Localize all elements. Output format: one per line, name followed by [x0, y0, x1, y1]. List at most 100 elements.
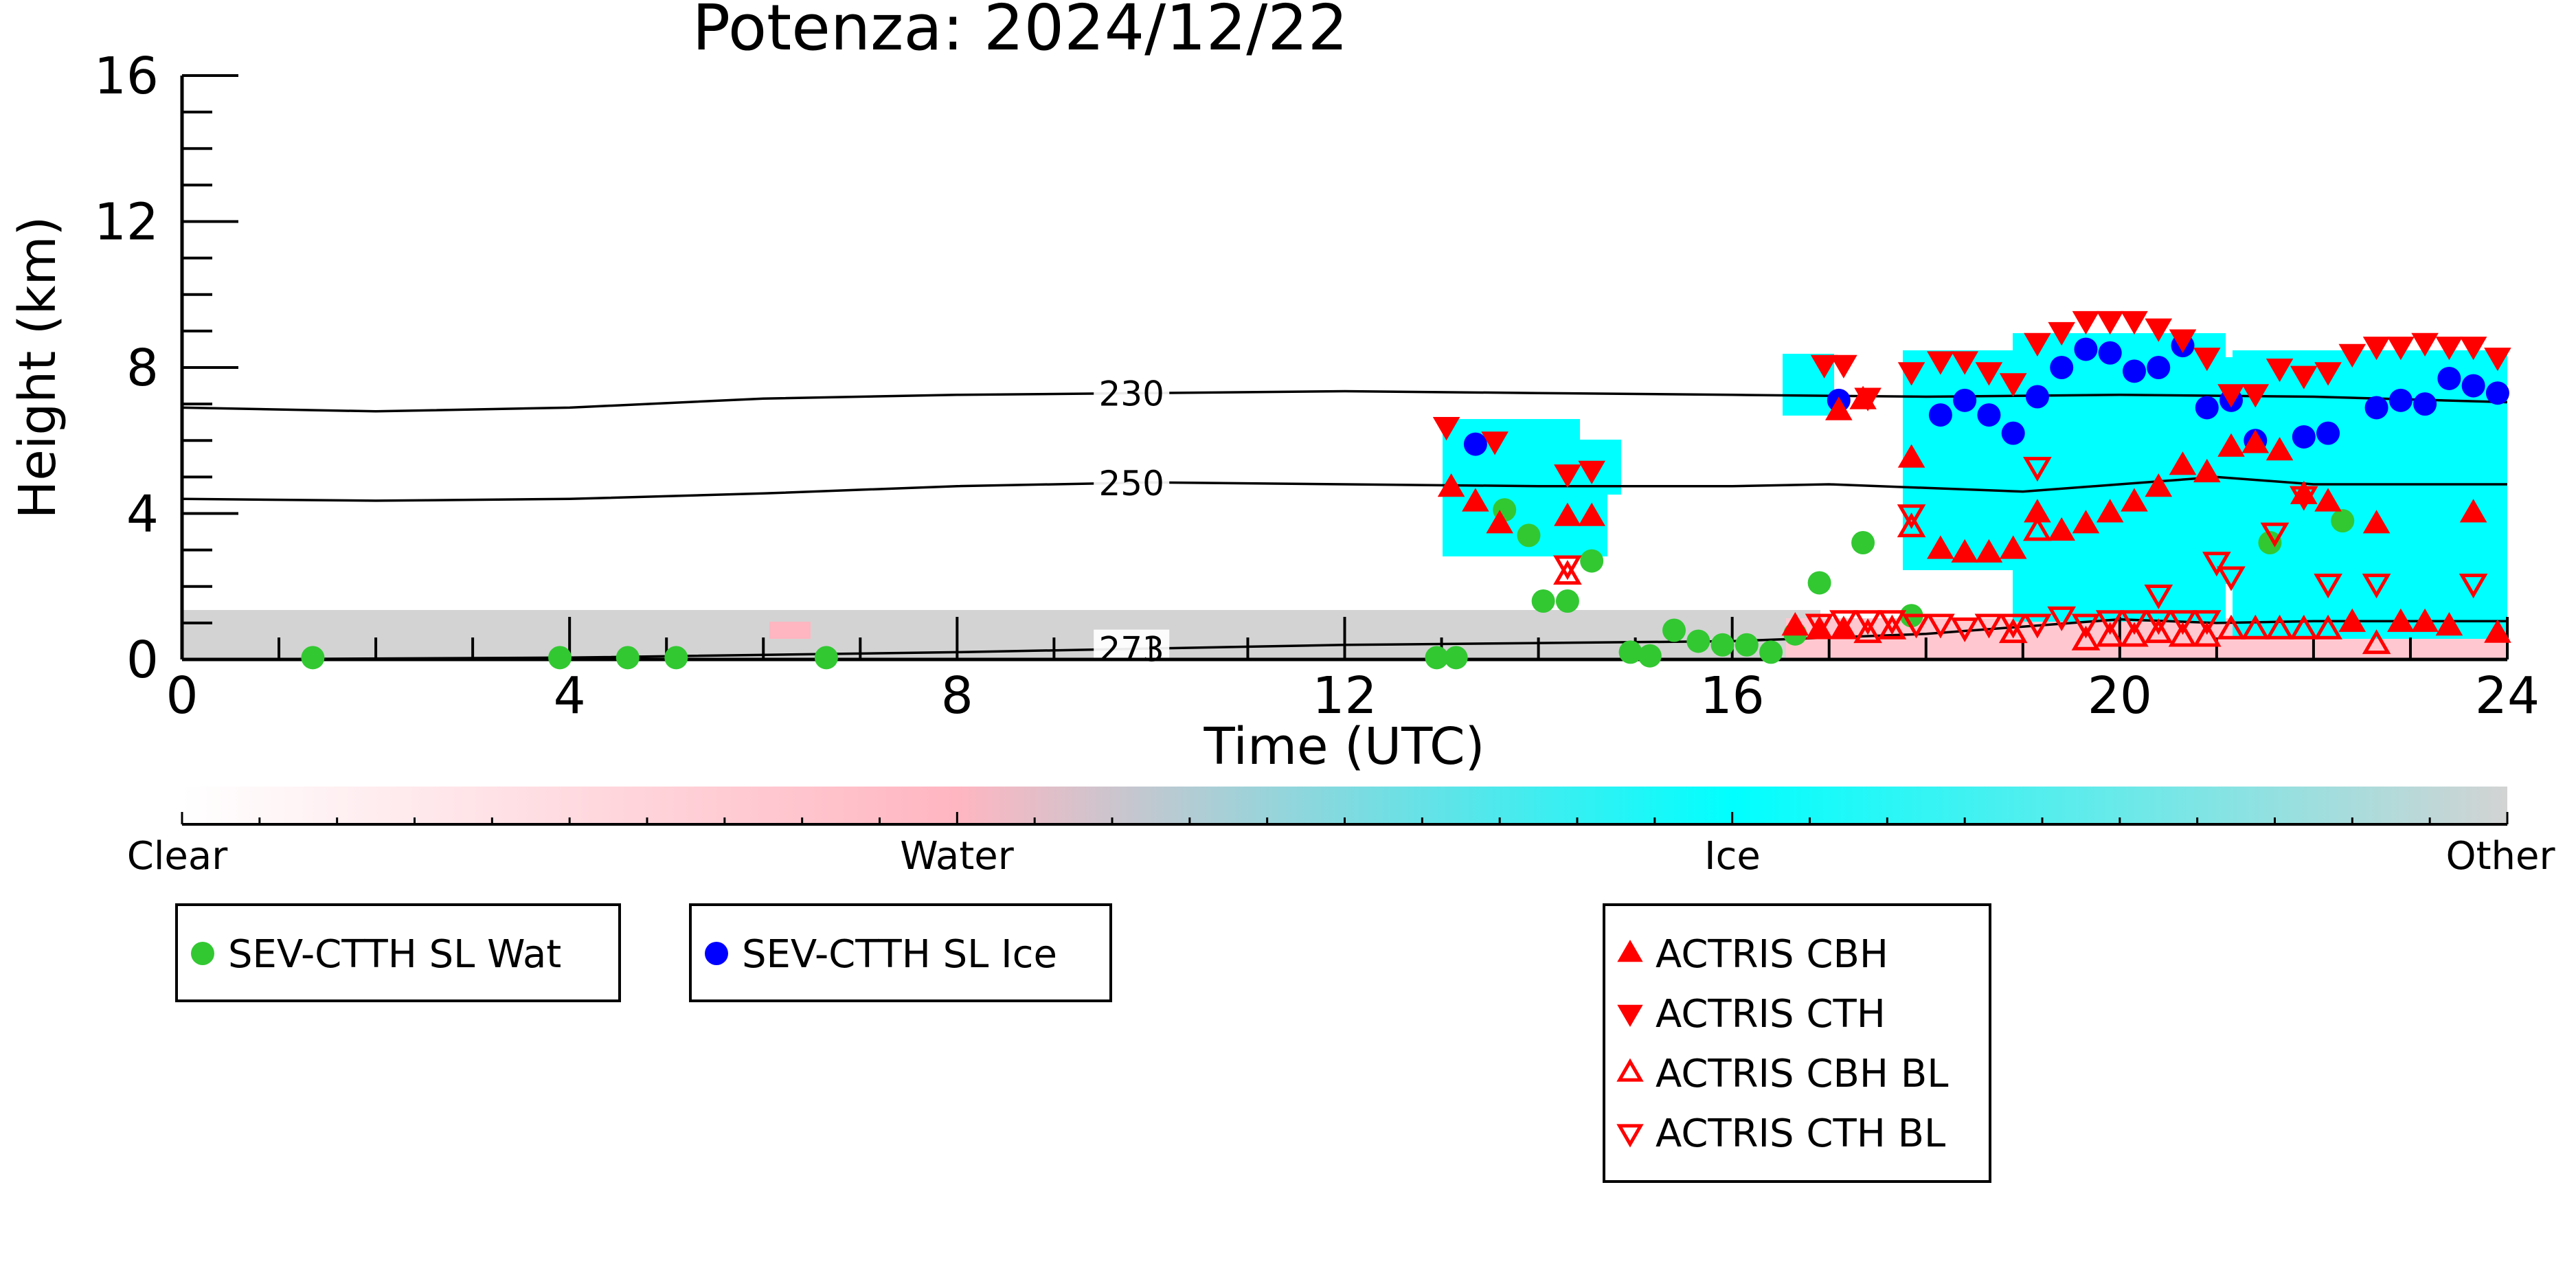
marker-actris-cbh-bl: [2314, 614, 2342, 640]
marker-sev-ctth-sl-wat: [2258, 531, 2282, 554]
marker-actris-cbh: [2024, 499, 2051, 523]
marker-sev-ctth-sl-ice: [2461, 374, 2485, 398]
marker-actris-cth-bl: [1877, 610, 1907, 635]
marker-sev-ctth-sl-wat: [1425, 646, 1449, 670]
marker-sev-ctth-sl-wat: [1759, 640, 1783, 664]
marker-sev-ctth-sl-wat: [1851, 531, 1875, 554]
marker-actris-cth-bl: [2260, 522, 2290, 547]
y-tick-label: 16: [94, 47, 159, 106]
marker-sev-ctth-sl-wat: [301, 646, 325, 670]
marker-sev-ctth-sl-wat: [1710, 633, 1735, 657]
marker-actris-cth: [2121, 310, 2148, 335]
legend-label: SEV-CTTH SL Wat: [228, 932, 561, 977]
legend-box: [1603, 903, 1991, 1183]
marker-actris-cth: [2072, 310, 2100, 335]
legend-marker-actris-cbh-bl: [1616, 1058, 1644, 1082]
legend-label: ACTRIS CBH: [1656, 932, 1888, 977]
marker-sev-ctth-sl-wat: [1618, 640, 1642, 664]
marker-actris-cth-bl: [2362, 574, 2391, 599]
marker-actris-cth: [2459, 337, 2487, 361]
legend-label: ACTRIS CBH BL: [1656, 1052, 1948, 1096]
marker-actris-cth: [2314, 362, 2342, 386]
marker-actris-cth-bl: [1974, 613, 2004, 639]
marker-actris-cth: [2169, 329, 2197, 353]
marker-actris-cth: [2024, 332, 2051, 357]
chart-title: Potenza: 2024/12/22: [692, 0, 1348, 65]
marker-actris-cbh: [2459, 499, 2487, 523]
water-class-patch: [769, 622, 811, 639]
marker-actris-cbh-bl: [2071, 625, 2101, 651]
marker-sev-ctth-sl-ice: [2388, 388, 2413, 412]
contour-label-273: 273: [1098, 630, 1164, 670]
marker-actris-cbh: [1897, 444, 1925, 468]
marker-actris-cbh: [2121, 488, 2148, 512]
marker-actris-cth-bl: [2144, 610, 2173, 635]
legend-marker-sev-ice: [705, 942, 728, 965]
marker-actris-cth-bl: [1897, 504, 1926, 530]
marker-actris-cth-bl: [2071, 613, 2101, 639]
marker-actris-cth: [1432, 417, 1460, 441]
marker-sev-ctth-sl-ice: [2001, 421, 2025, 445]
marker-sev-ctth-sl-ice: [1977, 403, 2001, 427]
marker-actris-cbh: [1927, 535, 1954, 559]
marker-actris-cbh-bl: [1877, 614, 1907, 640]
temperature-contour-labels: 230 250 273: [1094, 374, 1170, 670]
marker-actris-cbh-bl: [2095, 622, 2125, 647]
marker-actris-cbh: [1486, 510, 1513, 534]
x-tick-label: 0: [166, 666, 198, 725]
marker-actris-cth: [2266, 359, 2294, 383]
marker-actris-cth: [1481, 431, 1509, 455]
marker-actris-cth: [1554, 464, 1581, 488]
marker-actris-cbh-bl: [2168, 622, 2197, 647]
legend-actris-markers: [1616, 940, 1644, 1148]
marker-sev-ctth-sl-ice: [2098, 341, 2122, 365]
marker-actris-cth-bl: [1805, 613, 1834, 639]
marker-actris-cth-bl: [2202, 552, 2231, 577]
marker-sev-ctth-sl-ice: [2122, 359, 2146, 383]
legend-sev-water: SEV-CTTH SL Wat: [175, 903, 621, 1002]
marker-actris-cbh: [2048, 517, 2075, 541]
x-tick-label: 8: [941, 666, 973, 725]
marker-actris-cbh-bl: [2120, 622, 2149, 647]
axes: 0 4 8 12 16 0 4 8 12 16 20 24: [94, 47, 2540, 725]
marker-actris-cth-bl: [1926, 613, 1955, 639]
marker-actris-cbh: [2411, 608, 2439, 632]
marker-actris-cth-bl: [2314, 574, 2342, 599]
legend-marker-actris-cth-bl: [1616, 1124, 1644, 1148]
legend-label: ACTRIS CTH: [1656, 992, 1886, 1037]
marker-sev-ctth-sl-wat: [1444, 646, 1468, 670]
classification-colorbar: Clear Water Ice Other: [127, 787, 2555, 879]
marker-actris-cbh: [2338, 608, 2366, 632]
marker-sev-ctth-sl-wat: [1662, 618, 1686, 642]
y-axis-label: Height (km): [8, 216, 67, 519]
legend-label: SEV-CTTH SL Ice: [742, 932, 1057, 977]
x-tick-label: 24: [2475, 666, 2540, 725]
marker-actris-cbh: [2145, 473, 2173, 497]
marker-sev-ctth-sl-ice: [2074, 337, 2098, 361]
marker-actris-cbh-bl: [1897, 512, 1926, 538]
marker-sev-ctth-sl-ice: [2025, 385, 2049, 409]
marker-actris-cbh: [2072, 510, 2100, 534]
marker-actris-cbh-bl: [1553, 560, 1582, 585]
marker-actris-cbh: [2362, 510, 2391, 534]
x-tick-label: 12: [1312, 666, 1377, 725]
marker-actris-cth-bl: [2023, 613, 2052, 639]
legend-box: [689, 903, 1112, 1002]
marker-actris-cbh: [1975, 539, 2003, 563]
marker-actris-cbh-bl: [1998, 618, 2028, 644]
legend-box: [175, 903, 621, 1002]
marker-actris-cth: [2193, 348, 2221, 372]
marker-sev-ctth-sl-wat: [1555, 589, 1579, 613]
legend-sev-ice: SEV-CTTH SL Ice: [689, 903, 1112, 1002]
marker-actris-cbh: [2217, 433, 2245, 457]
marker-actris-cth: [2435, 337, 2463, 361]
marker-actris-cth: [1897, 362, 1925, 386]
marker-sev-ctth-sl-ice: [2413, 392, 2437, 416]
y-tick-label: 12: [94, 193, 159, 252]
contour-250: [182, 475, 2507, 502]
marker-actris-cbh-bl: [2192, 622, 2222, 647]
legend-marker-sev-water: [191, 942, 214, 965]
marker-actris-cbh: [1781, 612, 1809, 636]
marker-sev-ctth-sl-wat: [1735, 633, 1759, 657]
